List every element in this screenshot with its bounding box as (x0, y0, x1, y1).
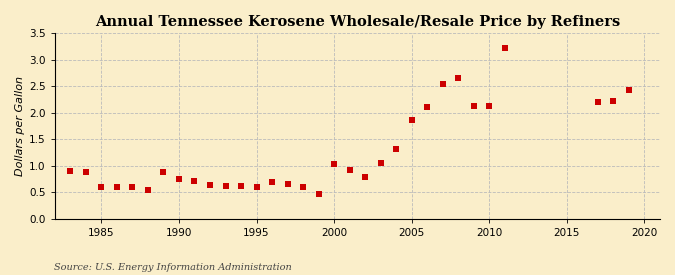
Point (96, 185, 107, 189)
Point (220, 184, 231, 188)
Point (267, 180, 277, 184)
Point (391, 147, 402, 152)
Point (127, 185, 138, 189)
Point (282, 182, 293, 187)
Point (65, 168, 76, 173)
Point (111, 185, 122, 189)
Point (360, 175, 371, 179)
Point (251, 185, 262, 189)
Point (236, 184, 246, 188)
Point (624, 88, 634, 93)
Point (375, 160, 386, 165)
Point (608, 99, 619, 103)
Point (298, 185, 308, 189)
Point (406, 118, 417, 122)
Point (484, 104, 495, 108)
Point (158, 170, 169, 174)
Point (468, 104, 479, 109)
Point (329, 162, 340, 166)
Point (173, 177, 184, 181)
Point (189, 178, 200, 183)
Point (593, 99, 603, 104)
Point (80, 170, 91, 174)
Point (453, 76, 464, 80)
Title: Annual Tennessee Kerosene Wholesale/Resale Price by Refiners: Annual Tennessee Kerosene Wholesale/Resa… (95, 15, 620, 29)
Text: Source: U.S. Energy Information Administration: Source: U.S. Energy Information Administ… (54, 263, 292, 272)
Point (142, 188, 153, 192)
Y-axis label: Dollars per Gallon: Dollars per Gallon (15, 76, 25, 176)
Point (500, 46, 510, 50)
Point (437, 82, 448, 86)
Point (344, 167, 355, 172)
Point (422, 105, 433, 109)
Point (205, 183, 215, 188)
Point (313, 192, 324, 196)
